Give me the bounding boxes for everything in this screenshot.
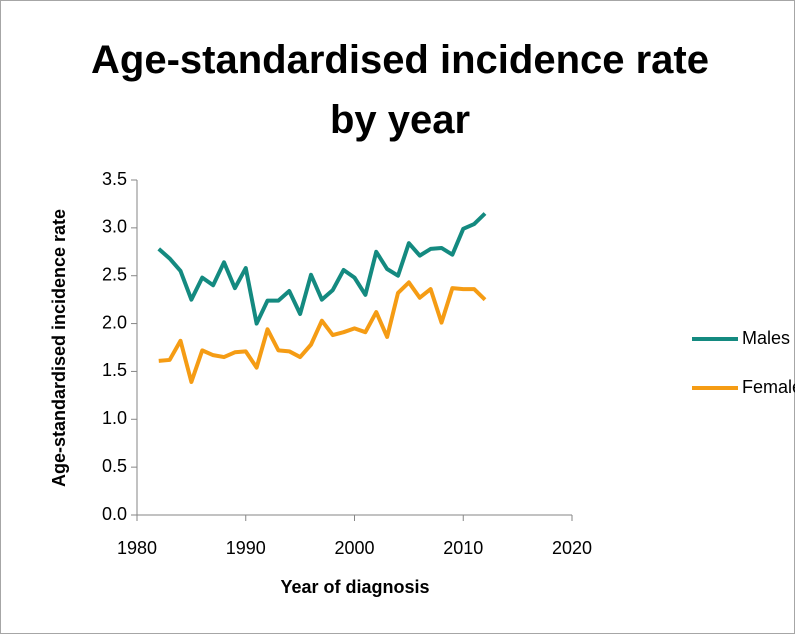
y-tick-label: 2.0 [102, 312, 127, 332]
chart-title: Age-standardised incidence rate by year [91, 38, 709, 142]
x-tick-label: 2020 [552, 538, 592, 558]
y-tick-label: 2.5 [102, 264, 127, 284]
y-axis-title: Age-standardised incidence rate [49, 209, 69, 487]
x-tick-label: 2010 [443, 538, 483, 558]
x-tick-label: 1980 [117, 538, 157, 558]
y-tick-label: 0.5 [102, 456, 127, 476]
series-line [158, 280, 487, 384]
legend-label: Females [742, 377, 795, 397]
y-tick-label: 1.5 [102, 360, 127, 380]
legend-label: Males [742, 328, 790, 348]
x-tick-label: 2000 [334, 538, 374, 558]
y-tick-label: 3.0 [102, 217, 127, 237]
x-axis-title: Year of diagnosis [280, 577, 429, 597]
y-tick-label: 0.0 [102, 504, 127, 524]
x-tick-label: 1990 [226, 538, 266, 558]
series-line [157, 212, 487, 326]
y-tick-label: 1.0 [102, 408, 127, 428]
y-tick-label: 3.5 [102, 169, 127, 189]
